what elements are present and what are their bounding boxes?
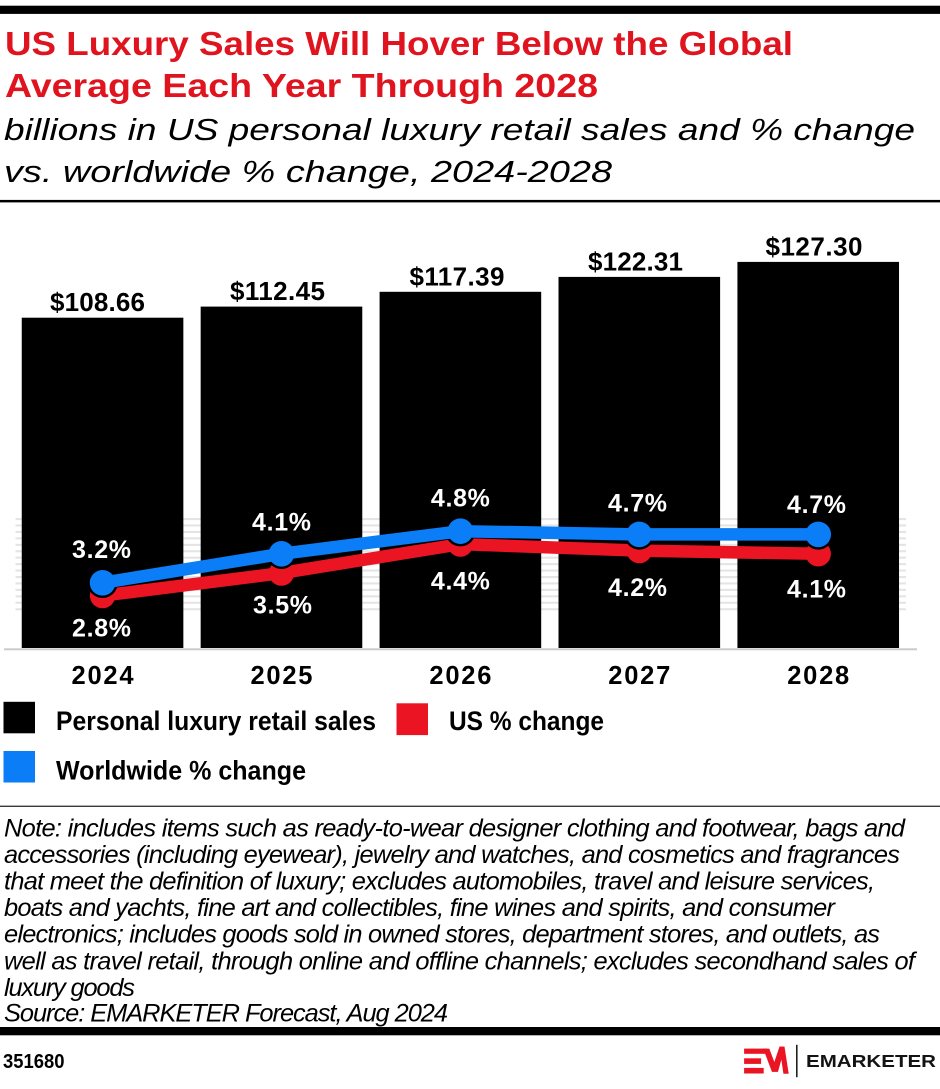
svg-text:4.2%: 4.2% [608, 574, 667, 602]
svg-text:2.8%: 2.8% [72, 614, 131, 642]
svg-text:3.2%: 3.2% [72, 536, 131, 564]
svg-text:accessories (including eyewear: accessories (including eyewear), jewelry… [4, 841, 900, 869]
svg-text:Average Each Year Through 2028: Average Each Year Through 2028 [5, 67, 598, 104]
svg-text:2028: 2028 [787, 662, 849, 690]
svg-text:EMARKETER: EMARKETER [806, 1051, 936, 1071]
svg-text:4.8%: 4.8% [431, 485, 490, 513]
svg-text:$127.30: $127.30 [766, 231, 863, 261]
svg-text:Worldwide % change: Worldwide % change [56, 756, 306, 786]
svg-text:2024: 2024 [72, 662, 135, 690]
svg-text:billions in US personal luxury: billions in US personal luxury retail sa… [4, 113, 915, 147]
svg-text:4.7%: 4.7% [608, 490, 667, 518]
svg-text:$117.39: $117.39 [410, 261, 505, 291]
svg-text:351680: 351680 [3, 1051, 65, 1073]
svg-text:that meet the definition of lu: that meet the definition of luxury; excl… [4, 868, 875, 896]
svg-text:4.1%: 4.1% [252, 509, 311, 537]
svg-text:electronics; includes goods so: electronics; includes goods sold in owne… [4, 921, 880, 949]
svg-text:US % change: US % change [449, 706, 604, 736]
svg-text:3.5%: 3.5% [253, 591, 312, 619]
svg-text:Personal luxury retail sales: Personal luxury retail sales [56, 706, 376, 736]
svg-text:US Luxury Sales Will Hover Bel: US Luxury Sales Will Hover Below the Glo… [5, 25, 793, 62]
svg-text:$108.66: $108.66 [50, 287, 145, 317]
svg-text:luxury goods: luxury goods [4, 974, 135, 1002]
svg-text:4.1%: 4.1% [787, 575, 846, 603]
svg-text:4.7%: 4.7% [787, 491, 846, 519]
svg-text:2026: 2026 [429, 662, 491, 690]
svg-text:well as travel retail, through: well as travel retail, through online an… [4, 947, 918, 975]
svg-text:vs. worldwide % change, 2024-2: vs. worldwide % change, 2024-2028 [4, 155, 612, 189]
svg-text:2027: 2027 [608, 662, 670, 690]
svg-text:$122.31: $122.31 [588, 246, 683, 276]
svg-text:4.4%: 4.4% [431, 567, 490, 595]
svg-text:boats and yachts, fine art and: boats and yachts, fine art and collectib… [4, 894, 837, 922]
svg-text:2025: 2025 [250, 662, 312, 690]
svg-text:Note: includes items such as r: Note: includes items such as ready-to-we… [4, 814, 906, 842]
svg-text:Source: EMARKETER Forecast, Au: Source: EMARKETER Forecast, Aug 2024 [4, 1000, 448, 1028]
svg-text:$112.45: $112.45 [230, 276, 325, 306]
